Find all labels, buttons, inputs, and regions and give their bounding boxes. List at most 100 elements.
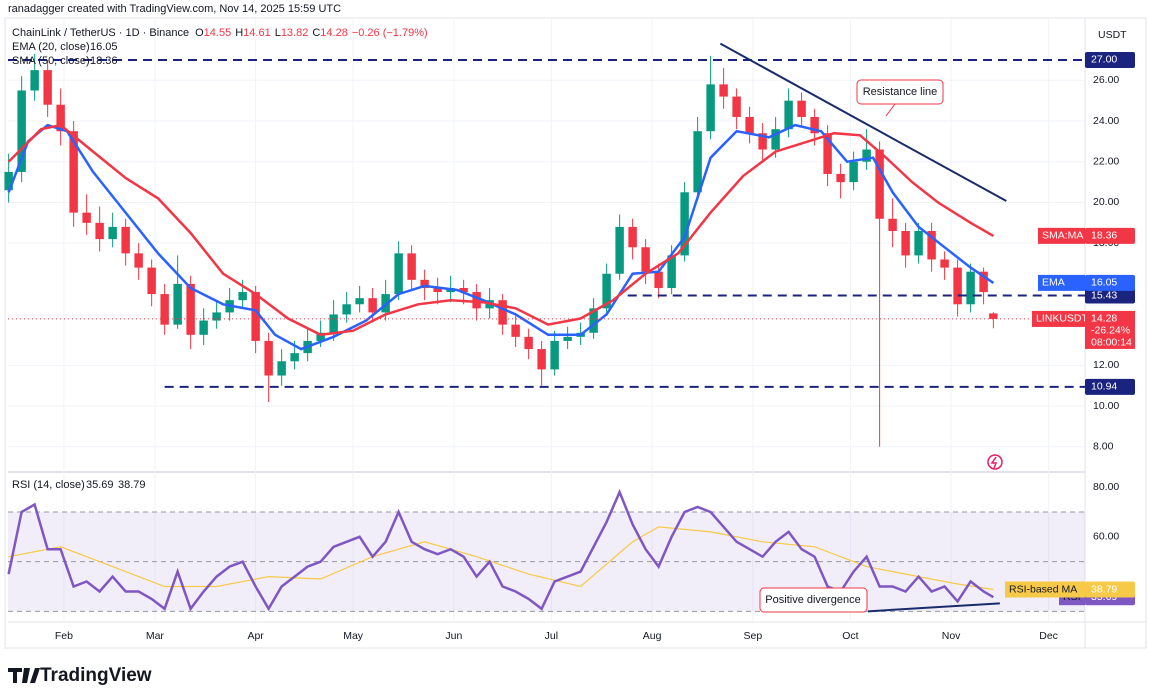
- candle-body: [277, 361, 286, 376]
- legend-value: 35.69: [86, 479, 114, 491]
- candle-body: [238, 292, 247, 301]
- callout-text: Resistance line: [863, 86, 938, 98]
- candle-body: [823, 133, 832, 174]
- candle-body: [199, 320, 208, 335]
- candle-body: [394, 253, 403, 295]
- candle-body: [459, 287, 468, 293]
- x-tick-label: Nov: [942, 630, 961, 642]
- series-value: 38.79: [1091, 583, 1117, 595]
- candle-body: [953, 267, 962, 305]
- candle-body: [667, 255, 676, 288]
- symbol-line: ChainLink / TetherUS · 1D · Binance O14.5…: [12, 27, 428, 39]
- ma-name-box: [1038, 227, 1085, 244]
- candle-body: [927, 230, 936, 260]
- last-price-change: -26.24%: [1091, 325, 1130, 337]
- y-tick-label: 8.00: [1093, 441, 1114, 453]
- candle-body: [511, 324, 520, 337]
- last-price-value: 14.28: [1091, 313, 1117, 325]
- y-tick-label: 26.00: [1093, 74, 1119, 86]
- ma-name: SMA:MA: [1042, 230, 1083, 242]
- candle-body: [30, 70, 39, 91]
- moving-average: [7, 123, 995, 351]
- ohlc-value: 14.61: [243, 27, 271, 39]
- candle-body: [524, 336, 533, 350]
- level-label: 10.94: [1091, 381, 1117, 393]
- candle-body: [355, 298, 364, 305]
- candle-body: [43, 70, 52, 105]
- legend-name: SMA (50, close): [12, 55, 90, 67]
- level-label-box: [1085, 287, 1135, 304]
- y-tick-label: 80.00: [1093, 481, 1119, 493]
- credit: ranadagger created with TradingView.com,…: [8, 3, 341, 15]
- ma-name-box: [1038, 274, 1085, 291]
- last-price-name: LINKUSDT: [1036, 313, 1089, 325]
- candle-body: [420, 279, 429, 288]
- candle-body: [95, 222, 104, 240]
- candle-body: [758, 133, 767, 150]
- callout-box: [759, 587, 868, 613]
- candle-body: [316, 332, 325, 341]
- change: −0.26 (−1.79%): [352, 27, 428, 39]
- ma-value: 18.36: [1091, 230, 1117, 242]
- candle-body: [989, 313, 998, 319]
- candle-body: [693, 131, 702, 193]
- x-tick-label: Sep: [744, 630, 763, 642]
- candle-body: [849, 161, 858, 183]
- ohlc-value: 14.28: [320, 27, 348, 39]
- ma-value: 16.05: [1091, 277, 1117, 289]
- ohlc-label: H: [235, 27, 243, 39]
- candle-body: [251, 292, 260, 341]
- candle-body: [550, 340, 559, 370]
- legend-name: EMA (20, close): [12, 41, 90, 53]
- callout-box: [856, 79, 944, 105]
- candle-body: [82, 212, 91, 223]
- ohlc-value: 13.82: [281, 27, 309, 39]
- candle-body: [121, 226, 130, 254]
- candle-body: [745, 116, 754, 134]
- candle-body: [771, 129, 780, 150]
- candle-body: [407, 253, 416, 280]
- legend-value: 16.05: [90, 41, 118, 53]
- level-label: 27.00: [1091, 54, 1117, 66]
- candle-body: [654, 271, 663, 288]
- candle-body: [836, 173, 845, 183]
- series-name-box: [1005, 581, 1085, 598]
- candle-body: [368, 298, 377, 313]
- unit: USDT: [1098, 29, 1127, 41]
- candle-body: [641, 247, 650, 272]
- candle-body: [56, 104, 65, 132]
- brand: TradingView: [40, 665, 152, 686]
- candle-body: [537, 349, 546, 370]
- candle-body: [134, 253, 143, 268]
- candle-body: [602, 273, 611, 309]
- legend-value: 38.79: [118, 479, 146, 491]
- x-tick-label: Jun: [445, 630, 462, 642]
- y-tick-label: 22.00: [1093, 156, 1119, 168]
- candle-body: [797, 100, 806, 117]
- candle-body: [212, 312, 221, 321]
- y-tick-label: 20.00: [1093, 196, 1119, 208]
- candle-body: [862, 149, 871, 162]
- level-label-box: [1085, 51, 1135, 68]
- candle-body: [147, 267, 156, 295]
- rsi-band: [8, 511, 1085, 612]
- candle-body: [901, 230, 910, 256]
- ohlc-value: 14.55: [204, 27, 232, 39]
- x-tick-label: Jul: [545, 630, 558, 642]
- logo: [8, 668, 40, 683]
- candle-body: [706, 84, 715, 132]
- candle-body: [732, 96, 741, 117]
- candle-body: [719, 84, 728, 97]
- candle-body: [563, 336, 572, 341]
- legend-value: 18.36: [90, 55, 118, 67]
- chart-frame: [4, 17, 1147, 649]
- alert-icon: [987, 454, 1003, 470]
- x-tick-label: Apr: [247, 630, 264, 642]
- candle-body: [680, 192, 689, 256]
- last-price-box: [1032, 310, 1085, 327]
- candle-body: [966, 271, 975, 305]
- candle-body: [329, 314, 338, 333]
- level-label-box: [1085, 378, 1135, 395]
- last-price-tag: [1085, 310, 1135, 349]
- candle-body: [810, 116, 819, 134]
